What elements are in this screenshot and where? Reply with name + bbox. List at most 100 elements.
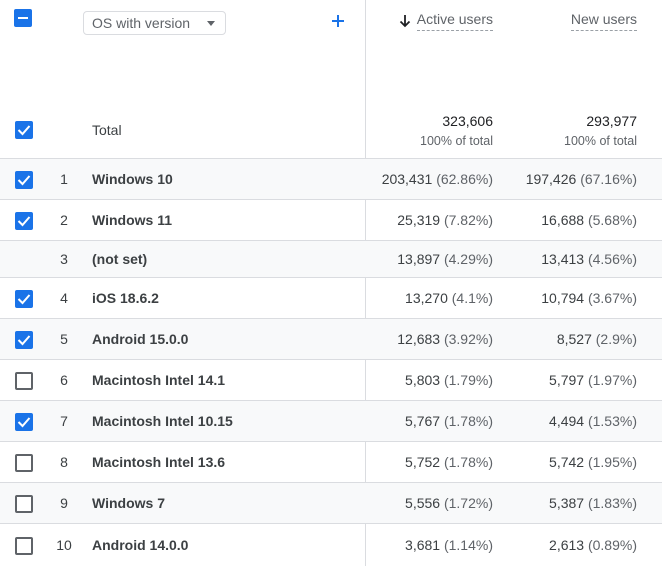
cell-percent: (1.79%) xyxy=(443,372,493,388)
row-rank: 4 xyxy=(60,290,68,306)
add-dimension-button[interactable] xyxy=(327,10,349,32)
table-row[interactable]: 10 Android 14.0.0 3,681 (1.14%) 2,613 (0.89… xyxy=(0,523,662,566)
cell-value: 5,556 xyxy=(405,495,441,511)
cell-percent: (3.67%) xyxy=(587,290,637,306)
table-row[interactable]: 2 Windows 11 25,319 (7.82%) 16,688 (5.68%) xyxy=(0,199,662,240)
row-new-users: 4,494 (1.53%) xyxy=(549,413,637,429)
row-checkbox[interactable] xyxy=(15,537,33,555)
row-checkbox[interactable] xyxy=(15,331,33,349)
table-row[interactable]: 5 Android 15.0.0 12,683 (3.92%) 8,527 (2.9%… xyxy=(0,318,662,359)
table-row[interactable]: 9 Windows 7 5,556 (1.72%) 5,387 (1.83%) xyxy=(0,482,662,523)
cell-percent: (4.56%) xyxy=(587,251,637,267)
totals-checkbox[interactable] xyxy=(15,121,33,139)
table-row[interactable]: 8 Macintosh Intel 13.6 5,752 (1.78%) 5,742 … xyxy=(0,441,662,482)
check-icon xyxy=(17,417,31,428)
row-os-name: (not set) xyxy=(92,251,148,267)
row-new-users: 5,387 (1.83%) xyxy=(549,495,637,511)
row-active-users: 13,270 (4.1%) xyxy=(405,290,493,306)
row-rank: 5 xyxy=(60,331,68,347)
row-checkbox[interactable] xyxy=(15,454,33,472)
check-icon xyxy=(17,216,31,227)
cell-percent: (5.68%) xyxy=(587,212,637,228)
column-header-active-users[interactable]: Active users xyxy=(398,11,493,31)
row-new-users: 10,794 (3.67%) xyxy=(541,290,637,306)
check-icon xyxy=(17,294,31,305)
row-new-users: 5,797 (1.97%) xyxy=(549,372,637,388)
cell-value: 10,794 xyxy=(541,290,585,306)
cell-value: 13,270 xyxy=(405,290,448,306)
cell-value: 8,527 xyxy=(556,331,592,347)
row-new-users: 5,742 (1.95%) xyxy=(549,454,637,470)
cell-percent: (1.78%) xyxy=(443,413,493,429)
cell-percent: (7.82%) xyxy=(443,212,493,228)
table-row[interactable]: 1 Windows 10 203,431 (62.86%) 197,426 (67.1… xyxy=(0,158,662,199)
cell-value: 12,683 xyxy=(397,331,441,347)
cell-value: 5,797 xyxy=(549,372,585,388)
totals-new-pct: 100% of total xyxy=(564,134,637,148)
cell-value: 5,767 xyxy=(405,413,441,429)
row-rank: 7 xyxy=(60,413,68,429)
caret-down-icon xyxy=(207,21,215,26)
row-checkbox[interactable] xyxy=(15,171,33,189)
cell-percent: (67.16%) xyxy=(580,171,637,187)
row-rank: 8 xyxy=(60,454,68,470)
cell-value: 5,803 xyxy=(405,372,441,388)
row-rank: 9 xyxy=(60,495,68,511)
table-row[interactable]: 3 (not set) 13,897 (4.29%) 13,413 (4.56%) xyxy=(0,240,662,277)
row-os-name: Android 14.0.0 xyxy=(92,537,189,553)
row-active-users: 5,556 (1.72%) xyxy=(405,495,493,511)
row-new-users: 2,613 (0.89%) xyxy=(549,537,637,553)
cell-value: 3,681 xyxy=(405,537,441,553)
row-new-users: 13,413 (4.56%) xyxy=(541,251,637,267)
totals-active-users: 323,606 xyxy=(442,113,493,129)
row-new-users: 8,527 (2.9%) xyxy=(557,331,637,347)
row-rank: 2 xyxy=(60,212,68,228)
row-checkbox[interactable] xyxy=(15,413,33,431)
row-rank: 3 xyxy=(60,251,68,267)
select-all-checkbox[interactable] xyxy=(14,9,32,27)
table-row[interactable]: 6 Macintosh Intel 14.1 5,803 (1.79%) 5,797 … xyxy=(0,359,662,400)
cell-percent: (1.72%) xyxy=(443,495,493,511)
cell-percent: (1.97%) xyxy=(587,372,637,388)
row-active-users: 25,319 (7.82%) xyxy=(397,212,493,228)
cell-value: 13,897 xyxy=(397,251,441,267)
table-row[interactable]: 7 Macintosh Intel 10.15 5,767 (1.78%) 4,494… xyxy=(0,400,662,441)
row-rank: 10 xyxy=(56,537,72,553)
cell-value: 2,613 xyxy=(549,537,585,553)
row-new-users: 16,688 (5.68%) xyxy=(541,212,637,228)
cell-value: 5,742 xyxy=(549,454,585,470)
row-os-name: iOS 18.6.2 xyxy=(92,290,159,306)
cell-percent: (3.92%) xyxy=(443,331,493,347)
row-os-name: Windows 7 xyxy=(92,495,165,511)
cell-value: 25,319 xyxy=(397,212,441,228)
row-active-users: 5,767 (1.78%) xyxy=(405,413,493,429)
cell-percent: (1.95%) xyxy=(587,454,637,470)
cell-percent: (4.1%) xyxy=(451,290,493,306)
row-active-users: 3,681 (1.14%) xyxy=(405,537,493,553)
row-os-name: Macintosh Intel 10.15 xyxy=(92,413,233,429)
row-active-users: 5,803 (1.79%) xyxy=(405,372,493,388)
cell-value: 203,431 xyxy=(381,171,433,187)
cell-percent: (62.86%) xyxy=(436,171,493,187)
totals-active-pct: 100% of total xyxy=(420,134,493,148)
dimension-select[interactable]: OS with version xyxy=(83,11,226,35)
column-header-new-users[interactable]: New users xyxy=(570,11,637,31)
row-checkbox[interactable] xyxy=(15,372,33,390)
row-new-users: 197,426 (67.16%) xyxy=(526,171,637,187)
row-active-users: 203,431 (62.86%) xyxy=(382,171,493,187)
cell-percent: (1.14%) xyxy=(443,537,493,553)
row-checkbox[interactable] xyxy=(15,495,33,513)
cell-value: 5,387 xyxy=(549,495,585,511)
row-checkbox[interactable] xyxy=(15,290,33,308)
check-icon xyxy=(17,125,31,136)
row-os-name: Android 15.0.0 xyxy=(92,331,189,347)
table-row[interactable]: 4 iOS 18.6.2 13,270 (4.1%) 10,794 (3.67%) xyxy=(0,277,662,318)
check-icon xyxy=(17,335,31,346)
row-active-users: 13,897 (4.29%) xyxy=(397,251,493,267)
column-divider xyxy=(365,0,366,566)
plus-icon xyxy=(332,15,344,27)
cell-percent: (1.83%) xyxy=(587,495,637,511)
row-checkbox[interactable] xyxy=(15,212,33,230)
cell-value: 5,752 xyxy=(405,454,441,470)
row-os-name: Windows 10 xyxy=(92,171,173,187)
